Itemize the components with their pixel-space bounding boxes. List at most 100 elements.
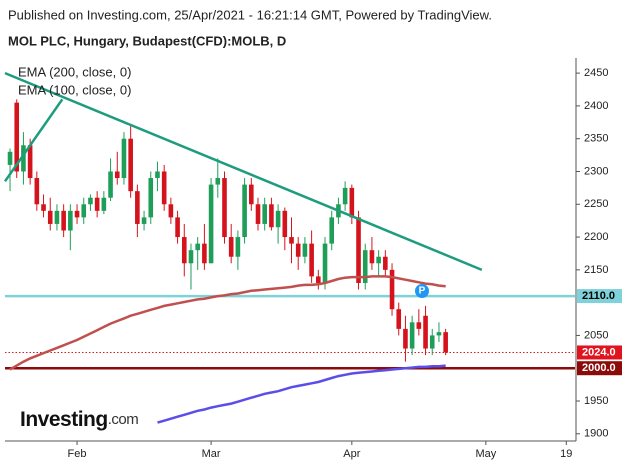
candle-body xyxy=(175,217,180,238)
y-tick-label: 2050 xyxy=(584,329,608,341)
x-tick-label: Feb xyxy=(68,448,87,460)
candle-body xyxy=(21,145,26,172)
logo-main: Investing xyxy=(20,408,108,431)
candle-body xyxy=(376,256,381,264)
y-tick-label: 2200 xyxy=(584,231,608,243)
y-tick-label: 2150 xyxy=(584,264,608,276)
candle-body xyxy=(416,322,422,329)
trend-line xyxy=(4,71,483,272)
candle-body xyxy=(443,332,448,353)
trend-line xyxy=(3,98,64,183)
level-label-box xyxy=(577,345,622,360)
candle-body xyxy=(289,237,294,244)
legend-entry: EMA (100, close, 0) xyxy=(18,82,131,97)
candle-body xyxy=(61,210,66,231)
ema-line xyxy=(9,275,446,371)
candle-body xyxy=(349,187,355,218)
candle-body xyxy=(235,237,241,257)
candle-body xyxy=(128,138,133,192)
ema-line xyxy=(157,364,446,424)
candle-body xyxy=(429,335,435,349)
header: Published on Investing.com, 25/Apr/2021 … xyxy=(8,7,492,22)
badge: P xyxy=(419,286,426,297)
candle-body xyxy=(242,184,247,238)
candle-body xyxy=(369,250,375,264)
candle-body xyxy=(168,204,174,218)
candle-body xyxy=(181,237,187,264)
candle-body xyxy=(195,243,200,251)
candle-body xyxy=(108,171,113,198)
candle-body xyxy=(269,204,274,228)
candle-body xyxy=(202,243,207,264)
y-tick-label: 1900 xyxy=(584,428,608,440)
y-tick-label: 2250 xyxy=(584,198,608,210)
candle-body xyxy=(155,171,160,179)
candle-body xyxy=(215,178,221,185)
y-tick-label: 1950 xyxy=(584,395,608,407)
candle-body xyxy=(74,210,80,218)
candle-body xyxy=(356,217,361,283)
y-tick-label: 2300 xyxy=(584,165,608,177)
candle-body xyxy=(114,171,120,179)
level-label-box xyxy=(577,361,622,376)
candle-body xyxy=(295,243,301,257)
candle-body xyxy=(309,243,314,277)
level-label: 2110.0 xyxy=(582,290,615,302)
logo-suffix: .com xyxy=(108,411,139,428)
level-label: 2000.0 xyxy=(582,362,616,374)
candle-body xyxy=(282,210,288,238)
candle-body xyxy=(302,243,308,257)
y-tick-label: 2350 xyxy=(584,133,608,145)
candle-body xyxy=(409,322,415,349)
candle-body xyxy=(222,178,227,238)
y-tick-label: 2400 xyxy=(584,100,608,112)
candle-body xyxy=(316,276,321,283)
candle-body xyxy=(54,210,60,224)
candle-body xyxy=(14,102,20,172)
candle-body xyxy=(342,187,348,205)
candle-body xyxy=(436,332,442,336)
legend-entry: EMA (200, close, 0) xyxy=(18,64,131,79)
level-label-box xyxy=(577,289,622,304)
x-tick-label: Apr xyxy=(343,448,360,460)
x-tick-label: 19 xyxy=(560,448,572,460)
candle-body xyxy=(47,210,53,224)
candle-body xyxy=(27,145,33,179)
candle-body xyxy=(135,191,140,224)
candle-body xyxy=(101,197,107,211)
candle-body xyxy=(121,138,127,179)
candle-body xyxy=(362,250,368,283)
candle-body xyxy=(329,217,335,244)
candle-body xyxy=(161,171,167,205)
candle-body xyxy=(68,210,73,231)
candle-body xyxy=(383,256,388,270)
y-tick-label: 2450 xyxy=(584,67,608,79)
candle-body xyxy=(396,309,402,329)
badge-icon xyxy=(415,284,429,298)
x-tick-label: Mar xyxy=(202,448,221,460)
chart-title: MOL PLC, Hungary, Budapest(CFD):MOLB, D xyxy=(8,33,286,48)
candle-body xyxy=(88,197,93,205)
candle-body xyxy=(81,204,87,218)
candle-body xyxy=(94,197,100,211)
candle-body xyxy=(275,210,281,228)
candle-body xyxy=(262,204,268,224)
candle-body xyxy=(255,204,261,224)
logo: Investing.com xyxy=(20,408,138,431)
x-tick-label: May xyxy=(475,448,496,460)
candle-body xyxy=(148,178,154,218)
candle-body xyxy=(188,250,194,264)
candle-body xyxy=(41,204,46,211)
plot xyxy=(3,71,575,424)
candle-body xyxy=(403,328,408,349)
level-label: 2024.0 xyxy=(582,346,616,358)
candle-body xyxy=(208,184,214,264)
candle-body xyxy=(141,217,147,224)
candle-body xyxy=(7,151,13,165)
candle-body xyxy=(248,184,254,205)
candle-body xyxy=(322,243,328,283)
candle-body xyxy=(389,269,395,310)
candle-body xyxy=(423,315,428,349)
